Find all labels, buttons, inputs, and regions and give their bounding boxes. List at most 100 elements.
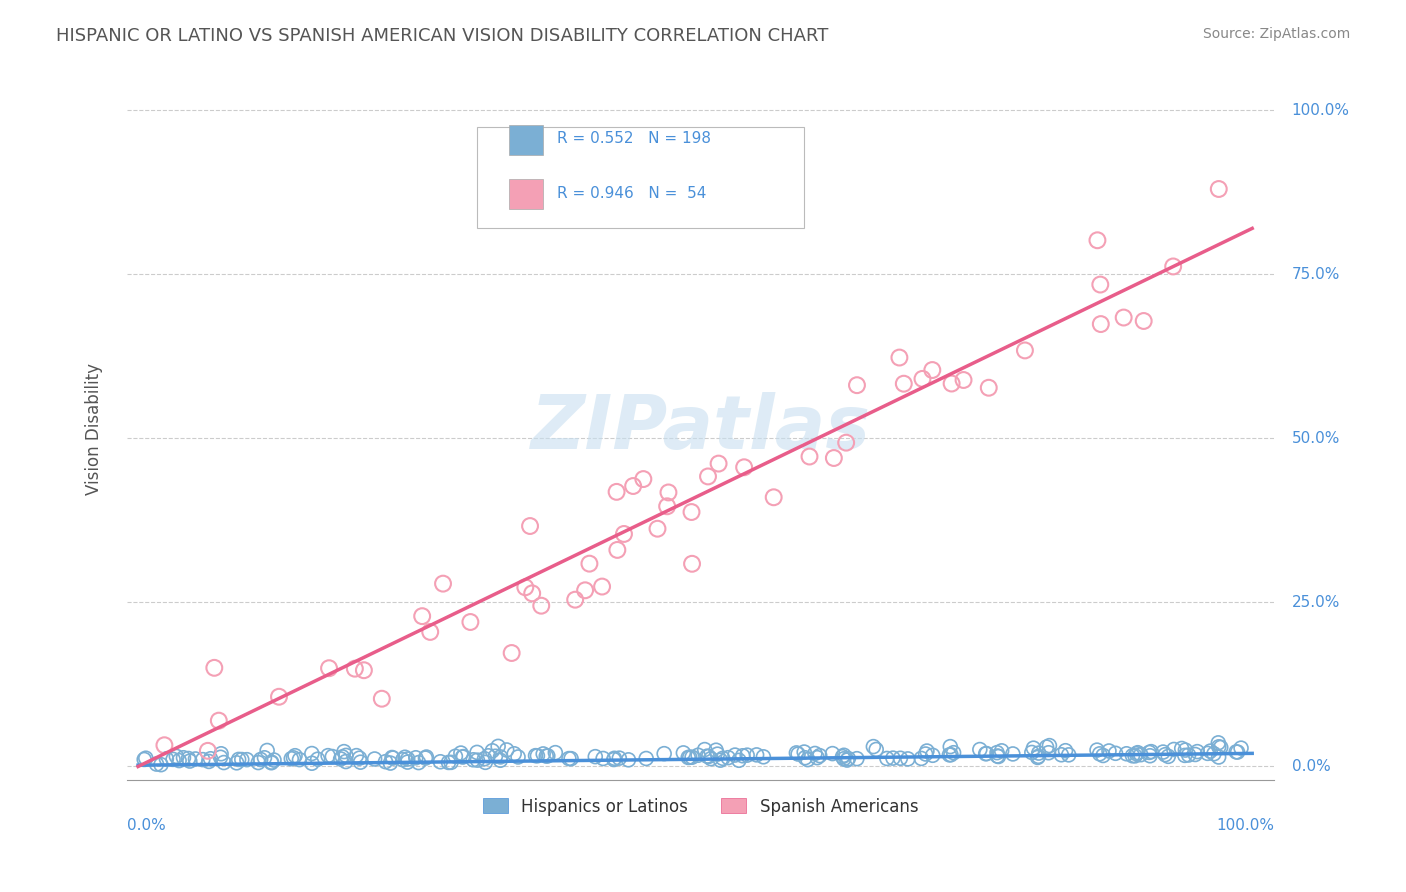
Point [574,583,596,598]
Point [451,750,474,764]
Point [865,742,887,756]
Point [607,751,630,765]
Point [681,505,703,519]
Point [283,751,305,765]
Point [256,743,278,757]
Point [1161,260,1184,274]
Point [897,752,920,766]
Point [260,756,283,770]
Point [606,543,628,558]
Point [363,752,385,766]
Point [672,746,695,760]
Point [191,753,214,767]
Point [617,753,640,767]
Point [688,748,710,763]
Point [1209,740,1232,755]
Point [1163,742,1185,756]
Point [391,753,413,767]
Point [380,756,402,770]
Point [706,747,728,761]
Point [506,750,529,764]
Point [808,748,831,763]
Point [1038,746,1060,760]
Point [794,751,817,765]
Point [1001,747,1024,761]
Point [198,755,221,769]
Point [484,749,506,764]
Point [1098,744,1121,758]
Point [882,751,904,765]
Point [1174,748,1197,763]
Point [463,753,485,767]
Point [209,747,232,761]
Point [1123,748,1146,763]
Point [344,748,367,763]
Point [332,750,354,764]
Point [394,750,416,764]
Point [263,753,285,767]
Point [724,747,747,762]
Point [316,748,339,763]
FancyBboxPatch shape [509,125,544,154]
Point [209,750,232,764]
Point [707,457,730,471]
Point [1157,749,1180,764]
Point [1026,750,1049,764]
Point [396,755,419,769]
Point [162,752,184,766]
Point [558,751,581,765]
Text: R = 0.552   N = 198: R = 0.552 N = 198 [557,131,711,146]
Point [696,749,718,764]
Point [831,749,853,764]
Point [444,749,467,764]
Text: ZIPatlas: ZIPatlas [530,392,870,465]
Point [284,748,307,763]
Point [938,747,960,762]
Point [1170,741,1192,756]
Point [1199,744,1222,758]
Point [986,749,1008,764]
Point [1085,743,1108,757]
Point [474,752,496,766]
Point [762,490,785,504]
Point [349,751,371,765]
Point [179,754,201,768]
Point [1132,314,1154,328]
Point [862,739,884,754]
Point [606,484,628,499]
Point [474,756,496,770]
Point [396,752,419,766]
Point [704,743,727,757]
Text: HISPANIC OR LATINO VS SPANISH AMERICAN VISION DISABILITY CORRELATION CHART: HISPANIC OR LATINO VS SPANISH AMERICAN V… [56,27,828,45]
Point [1090,277,1112,292]
Point [652,747,675,761]
Point [636,751,658,765]
Point [321,749,343,764]
Point [301,747,323,761]
Point [349,755,371,769]
Point [155,752,177,766]
Point [976,747,998,761]
Point [560,751,582,765]
Point [1112,310,1135,325]
Point [1057,747,1080,762]
Text: 100.0%: 100.0% [1216,818,1274,833]
Point [1202,747,1225,761]
Point [910,751,932,765]
Point [318,661,340,675]
Point [821,747,844,761]
Point [440,756,463,770]
Point [1022,741,1045,756]
Point [1225,745,1247,759]
Text: 100.0%: 100.0% [1292,103,1350,118]
Point [530,599,553,613]
Point [679,750,702,764]
Point [519,519,541,533]
Point [503,747,526,761]
Point [697,469,720,483]
Point [806,750,828,764]
Point [731,748,754,763]
Point [974,747,997,761]
Point [911,372,934,386]
Point [522,586,544,600]
